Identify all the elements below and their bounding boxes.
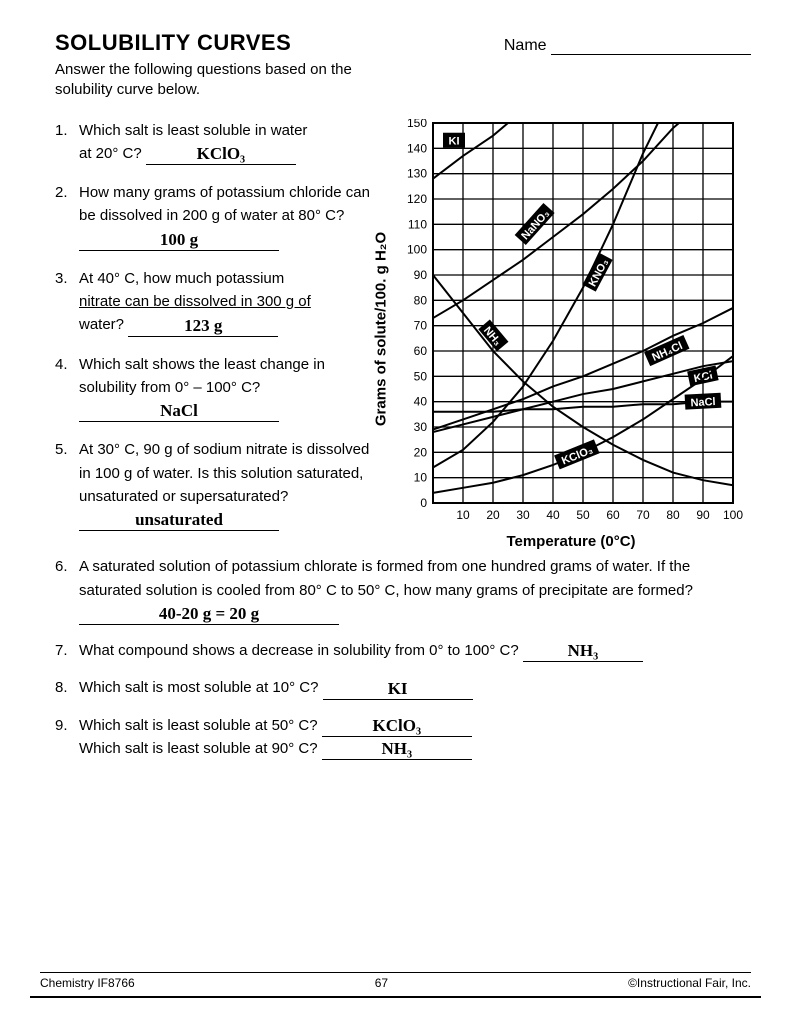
svg-text:150: 150 <box>407 119 427 130</box>
svg-text:60: 60 <box>606 508 620 522</box>
q4-answer[interactable]: NaCl <box>79 402 279 422</box>
q7-answer[interactable]: NH₃ <box>523 642 643 662</box>
left-column: Which salt is least soluble in water at … <box>55 119 381 548</box>
right-column: Grams of solute/100. g H₂O 1020304050607… <box>391 119 751 548</box>
instructions: Answer the following questions based on … <box>55 60 375 101</box>
q6-answer[interactable]: 40-20 g = 20 g <box>79 605 339 625</box>
svg-text:50: 50 <box>414 369 428 383</box>
svg-text:40: 40 <box>414 394 428 408</box>
svg-text:140: 140 <box>407 141 427 155</box>
footer-right: ©Instructional Fair, Inc. <box>628 976 751 990</box>
page-title: SOLUBILITY CURVES <box>55 30 291 56</box>
bottom-questions: A saturated solution of potassium chlora… <box>55 555 751 760</box>
q2-text: How many grams of potassium chloride can… <box>79 184 370 224</box>
q9b-answer[interactable]: NH₃ <box>322 740 472 760</box>
svg-text:70: 70 <box>636 508 650 522</box>
footer-rule-bottom <box>30 996 761 998</box>
chart-ylabel: Grams of solute/100. g H₂O <box>373 231 390 425</box>
svg-text:80: 80 <box>666 508 680 522</box>
q6-text: A saturated solution of potassium chlora… <box>79 558 693 598</box>
worksheet-page: SOLUBILITY CURVES Name Answer the follow… <box>0 0 791 1024</box>
svg-text:30: 30 <box>516 508 530 522</box>
q9b-text: Which salt is least soluble at 90° C? <box>79 740 318 757</box>
svg-text:20: 20 <box>486 508 500 522</box>
question-list-top: Which salt is least soluble in water at … <box>55 119 381 532</box>
question-4: Which salt shows the least change in sol… <box>55 353 381 423</box>
chart-svg: 10 20 30 40 50 60 70 80 90 100 0 10 20 30 40 50 60 70 80 90… <box>391 119 751 529</box>
q1-text-b: at 20° C? <box>79 145 142 162</box>
question-6: A saturated solution of potassium chlora… <box>55 555 751 625</box>
svg-text:100: 100 <box>723 508 743 522</box>
svg-text:100: 100 <box>407 242 427 256</box>
svg-text:90: 90 <box>696 508 710 522</box>
question-2: How many grams of potassium chloride can… <box>55 181 381 251</box>
svg-text:30: 30 <box>414 420 428 434</box>
question-list-bottom: A saturated solution of potassium chlora… <box>55 555 751 760</box>
svg-text:110: 110 <box>408 217 427 231</box>
name-field: Name <box>504 37 751 55</box>
q9-answer[interactable]: KClO₃ <box>322 717 472 737</box>
q3-text-a: At 40° C, how much potassium <box>79 270 284 287</box>
svg-text:NaCl: NaCl <box>690 396 716 409</box>
q9-text: Which salt is least soluble at 50° C? <box>79 717 318 734</box>
svg-text:130: 130 <box>407 166 427 180</box>
q3-text-b: nitrate can be dissolved in 300 g of <box>79 293 311 310</box>
name-label: Name <box>504 37 547 54</box>
q4-text: Which salt shows the least change in sol… <box>79 356 325 396</box>
q3-text-c: water? <box>79 316 124 333</box>
q1-text-a: Which salt is least soluble in water <box>79 122 307 139</box>
q8-text: Which salt is most soluble at 10° C? <box>79 679 318 696</box>
svg-text:80: 80 <box>414 293 428 307</box>
footer-page-num: 67 <box>375 976 388 990</box>
question-5: At 30° C, 90 g of sodium nitrate is diss… <box>55 438 381 531</box>
q8-answer[interactable]: KI <box>323 680 473 700</box>
question-1: Which salt is least soluble in water at … <box>55 119 381 166</box>
q7-text: What compound shows a decrease in solubi… <box>79 642 519 659</box>
svg-text:10: 10 <box>414 470 428 484</box>
question-3: At 40° C, how much potassium nitrate can… <box>55 267 381 337</box>
svg-text:90: 90 <box>414 268 428 282</box>
question-9: Which salt is least soluble at 50° C? KC… <box>55 714 751 761</box>
page-footer: Chemistry IF8766 67 ©Instructional Fair,… <box>40 972 751 990</box>
title-row: SOLUBILITY CURVES Name <box>55 30 751 56</box>
main-columns: Which salt is least soluble in water at … <box>55 119 751 548</box>
svg-text:60: 60 <box>414 344 428 358</box>
svg-text:70: 70 <box>414 318 428 332</box>
q3-answer[interactable]: 123 g <box>128 317 278 337</box>
svg-text:20: 20 <box>414 445 428 459</box>
svg-text:40: 40 <box>546 508 560 522</box>
q5-text: At 30° C, 90 g of sodium nitrate is diss… <box>79 441 369 505</box>
chart-xlabel: Temperature (0°C) <box>391 533 751 550</box>
svg-text:50: 50 <box>576 508 590 522</box>
name-blank[interactable] <box>551 54 751 55</box>
svg-text:KI: KI <box>449 135 460 147</box>
footer-left: Chemistry IF8766 <box>40 976 135 990</box>
svg-text:0: 0 <box>420 496 427 510</box>
q2-answer[interactable]: 100 g <box>79 231 279 251</box>
q1-answer[interactable]: KClO₃ <box>146 145 296 165</box>
svg-text:120: 120 <box>407 192 427 206</box>
q5-answer[interactable]: unsaturated <box>79 511 279 531</box>
solubility-chart: Grams of solute/100. g H₂O 1020304050607… <box>391 119 751 539</box>
question-7: What compound shows a decrease in solubi… <box>55 639 751 662</box>
question-8: Which salt is most soluble at 10° C? KI <box>55 676 751 699</box>
svg-text:10: 10 <box>456 508 470 522</box>
